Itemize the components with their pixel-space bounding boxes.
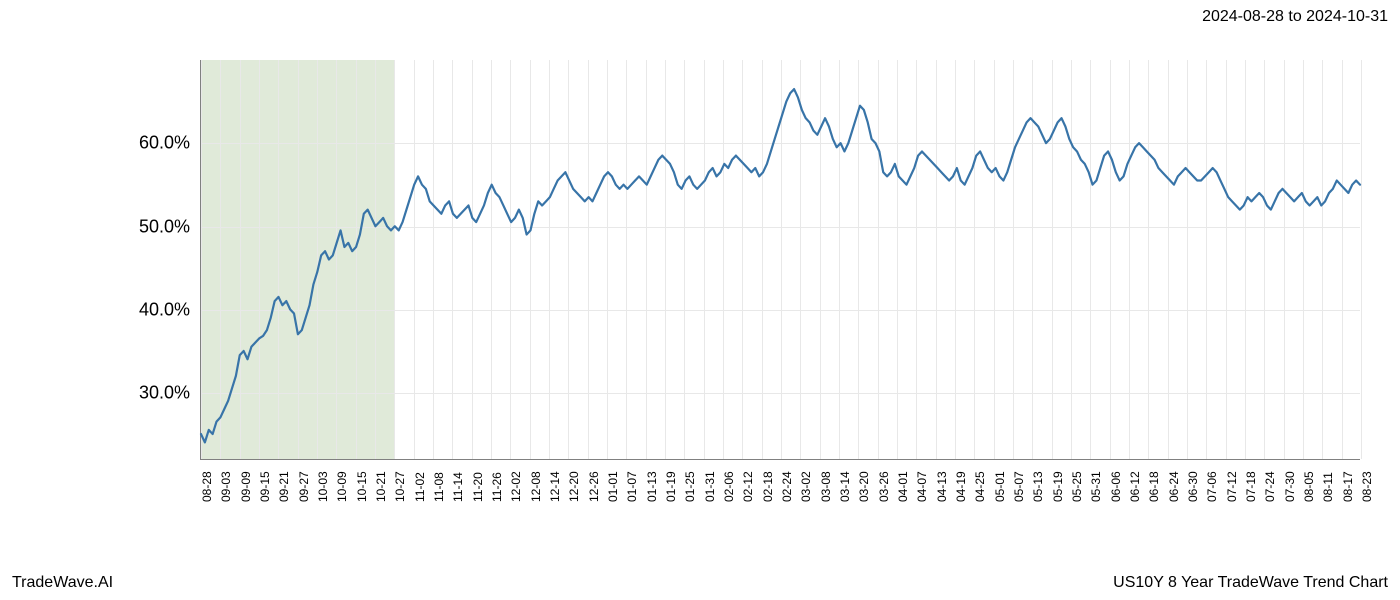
x-tick-label: 08-17 xyxy=(1341,471,1355,502)
x-tick-label: 06-12 xyxy=(1128,471,1142,502)
y-tick-label: 60.0% xyxy=(110,133,190,154)
x-tick-label: 02-12 xyxy=(741,471,755,502)
x-tick-label: 06-24 xyxy=(1167,471,1181,502)
x-tick-label: 08-11 xyxy=(1321,472,1335,502)
x-tick-label: 02-24 xyxy=(780,471,794,502)
x-tick-label: 02-18 xyxy=(761,471,775,502)
x-tick-label: 04-13 xyxy=(935,471,949,502)
x-tick-label: 06-18 xyxy=(1147,471,1161,502)
x-tick-label: 09-09 xyxy=(239,471,253,502)
y-tick-label: 40.0% xyxy=(110,300,190,321)
x-tick-label: 12-14 xyxy=(548,471,562,502)
x-tick-label: 01-01 xyxy=(606,471,620,502)
x-tick-label: 08-05 xyxy=(1302,471,1316,502)
x-tick-label: 05-25 xyxy=(1070,471,1084,502)
x-tick-label: 09-15 xyxy=(258,471,272,502)
chart-title: US10Y 8 Year TradeWave Trend Chart xyxy=(1113,574,1388,592)
chart-container: 30.0% 40.0% 50.0% 60.0% 08-28 09-03 09-09 09-1… xyxy=(0,40,1400,560)
x-tick-label: 05-07 xyxy=(1012,471,1026,502)
x-tick-label: 03-02 xyxy=(799,471,813,502)
x-tick-label: 12-08 xyxy=(529,471,543,502)
y-tick-label: 50.0% xyxy=(110,216,190,237)
x-tick-label: 07-06 xyxy=(1205,471,1219,502)
x-tick-label: 02-06 xyxy=(722,471,736,502)
plot-area xyxy=(200,60,1360,460)
x-tick-label: 05-01 xyxy=(993,471,1007,502)
x-tick-label: 11-02 xyxy=(413,472,427,502)
x-tick-label: 11-26 xyxy=(490,472,504,502)
x-tick-label: 10-27 xyxy=(393,471,407,502)
x-tick-label: 04-07 xyxy=(915,471,929,502)
x-tick-label: 10-09 xyxy=(335,471,349,502)
x-tick-label: 11-20 xyxy=(471,472,485,502)
x-tick-label: 08-28 xyxy=(200,471,214,502)
x-tick-label: 06-06 xyxy=(1109,471,1123,502)
x-tick-label: 03-14 xyxy=(838,471,852,502)
x-tick-label: 01-25 xyxy=(683,471,697,502)
x-tick-label: 10-15 xyxy=(355,471,369,502)
x-tick-label: 01-31 xyxy=(703,471,717,502)
x-tick-label: 08-23 xyxy=(1360,471,1374,502)
x-tick-label: 09-27 xyxy=(297,471,311,502)
x-tick-label: 05-31 xyxy=(1089,471,1103,502)
x-tick-label: 06-30 xyxy=(1186,471,1200,502)
x-tick-label: 12-02 xyxy=(509,471,523,502)
date-range-label: 2024-08-28 to 2024-10-31 xyxy=(1202,8,1388,26)
x-tick-label: 12-26 xyxy=(587,471,601,502)
x-tick-label: 01-19 xyxy=(664,471,678,502)
x-tick-label: 12-20 xyxy=(567,471,581,502)
x-tick-label: 04-19 xyxy=(954,471,968,502)
footer-brand: TradeWave.AI xyxy=(12,574,113,592)
x-tick-label: 09-03 xyxy=(219,471,233,502)
gridline-v xyxy=(1361,60,1362,459)
x-tick-label: 11-14 xyxy=(451,472,465,502)
x-tick-label: 01-13 xyxy=(645,471,659,502)
x-tick-label: 10-21 xyxy=(374,471,388,502)
x-tick-label: 07-30 xyxy=(1283,471,1297,502)
x-tick-label: 07-24 xyxy=(1263,471,1277,502)
x-tick-label: 03-08 xyxy=(819,471,833,502)
x-tick-label: 01-07 xyxy=(625,471,639,502)
x-tick-label: 09-21 xyxy=(277,471,291,502)
x-tick-label: 04-01 xyxy=(896,471,910,502)
y-tick-label: 30.0% xyxy=(110,383,190,404)
x-tick-label: 10-03 xyxy=(316,471,330,502)
x-tick-label: 03-20 xyxy=(857,471,871,502)
line-series xyxy=(201,60,1360,459)
x-tick-label: 04-25 xyxy=(973,471,987,502)
x-tick-label: 07-18 xyxy=(1244,471,1258,502)
x-tick-label: 11-08 xyxy=(432,472,446,502)
x-tick-label: 05-13 xyxy=(1031,471,1045,502)
x-tick-label: 03-26 xyxy=(877,471,891,502)
x-tick-label: 05-19 xyxy=(1051,471,1065,502)
x-tick-label: 07-12 xyxy=(1225,471,1239,502)
